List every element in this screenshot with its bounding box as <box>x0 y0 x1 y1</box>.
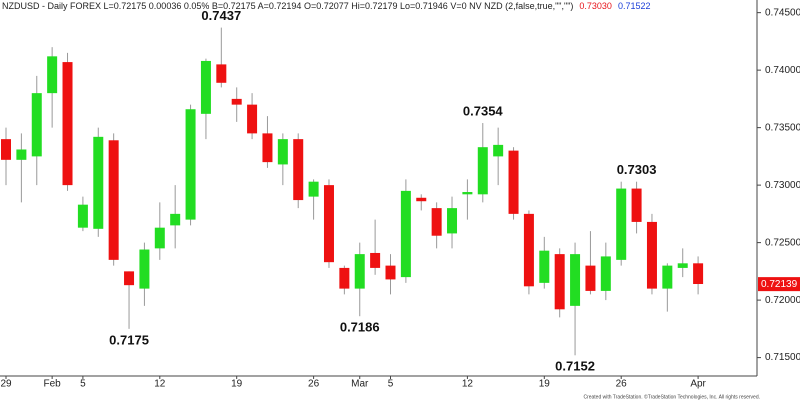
x-tick-label: 19 <box>539 379 551 390</box>
price-annotation: 0.7354 <box>463 103 504 118</box>
candle-body <box>431 208 442 236</box>
candle-body <box>662 265 673 289</box>
last-price-label: 0.72139 <box>761 279 798 290</box>
candle-body <box>523 213 534 287</box>
y-tick-label: 0.73000 <box>765 180 800 191</box>
candle-body <box>508 150 519 214</box>
y-tick-label: 0.72000 <box>765 295 800 306</box>
header-upper: 0.73030 <box>579 1 612 11</box>
x-tick-label: 12 <box>154 379 166 390</box>
candle-body <box>323 185 334 263</box>
x-tick-label: 26 <box>616 379 628 390</box>
candle-body <box>108 140 119 260</box>
x-tick-label: Feb <box>44 379 62 390</box>
candle-body <box>216 64 227 83</box>
y-tick-label: 0.71500 <box>765 352 800 363</box>
candle-body <box>308 181 319 197</box>
candle-body <box>677 263 688 268</box>
candle-body <box>124 271 135 286</box>
candle-body <box>339 267 350 289</box>
candle-body <box>554 254 565 310</box>
candle-body <box>646 221 657 289</box>
candle-body <box>354 254 365 289</box>
y-tick-label: 0.72500 <box>765 237 800 248</box>
x-tick-label: 5 <box>388 379 394 390</box>
x-tick-label: 19 <box>231 379 243 390</box>
candle-body <box>247 104 258 134</box>
candle-body <box>600 256 611 291</box>
x-tick-label: Mar <box>351 379 369 390</box>
candle-body <box>477 147 488 195</box>
candle-body <box>570 254 581 306</box>
x-tick-label: 12 <box>462 379 474 390</box>
candle-body <box>447 208 458 234</box>
price-annotation: 0.7152 <box>555 359 595 374</box>
x-tick-label: Apr <box>690 379 706 390</box>
candle-body <box>93 136 104 229</box>
candle-body <box>262 133 273 163</box>
price-annotation: 0.7175 <box>109 332 149 347</box>
candle-body <box>231 98 242 105</box>
price-annotation: 0.7303 <box>617 162 657 177</box>
price-annotation: 0.7186 <box>340 320 380 335</box>
candle-body <box>616 188 627 260</box>
candle-body <box>154 227 165 249</box>
footer: Created with TradeStation. ©TradeStation… <box>583 393 760 400</box>
candle-body <box>693 263 704 285</box>
candle-body <box>385 265 396 280</box>
candle-body <box>293 139 304 201</box>
last-price-box <box>758 277 800 292</box>
candle-body <box>185 109 196 220</box>
candle-body <box>539 250 550 283</box>
candle-body <box>493 144 504 157</box>
candle-body <box>200 60 211 114</box>
candle-body <box>139 249 150 289</box>
header-text: NZDUSD - Daily FOREX L=0.72175 0.00036 0… <box>2 1 573 11</box>
candle-body <box>416 197 427 202</box>
candle-body <box>47 56 58 94</box>
candle-body <box>277 139 288 165</box>
y-tick-label: 0.74500 <box>765 7 800 18</box>
y-tick-label: 0.74000 <box>765 65 800 76</box>
price-annotation: 0.7437 <box>201 8 241 23</box>
candle-body <box>400 190 411 278</box>
x-tick-label: 5 <box>80 379 86 390</box>
candle-body <box>62 62 73 186</box>
candle-body <box>170 213 181 226</box>
header-lower: 0.71522 <box>618 1 651 11</box>
x-tick-label: 29 <box>0 379 12 390</box>
candle-body <box>1 139 11 160</box>
y-tick-label: 0.73500 <box>765 122 800 133</box>
candle-body <box>77 204 88 228</box>
x-tick-label: 26 <box>308 379 320 390</box>
candle-body <box>462 192 473 195</box>
candle-body <box>631 188 642 222</box>
candle-body <box>31 93 42 157</box>
candle-body <box>585 265 596 291</box>
candle-body <box>370 252 381 268</box>
candle-body <box>16 149 27 160</box>
header: NZDUSD - Daily FOREX L=0.72175 0.00036 0… <box>2 1 650 11</box>
